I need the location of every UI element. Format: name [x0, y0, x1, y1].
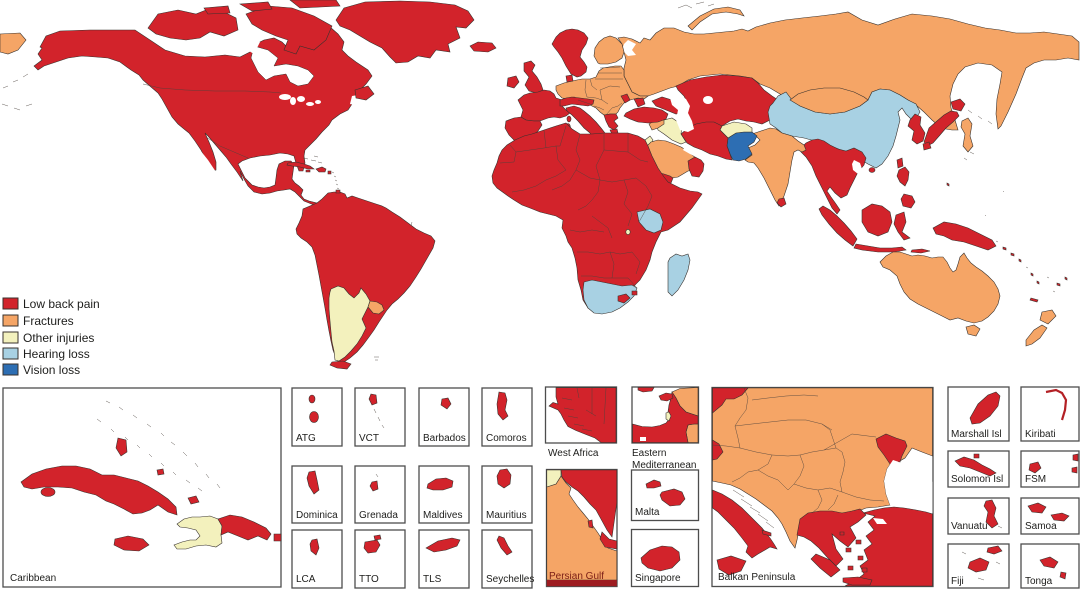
- svg-text:FSM: FSM: [1025, 474, 1046, 485]
- svg-text:Fractures: Fractures: [23, 314, 74, 328]
- svg-text:Mauritius: Mauritius: [486, 510, 527, 521]
- svg-text:Maldives: Maldives: [423, 510, 462, 521]
- svg-text:ATG: ATG: [296, 433, 316, 444]
- svg-text:Comoros: Comoros: [486, 433, 527, 444]
- svg-text:Kiribati: Kiribati: [1025, 429, 1056, 440]
- svg-text:Marshall Isl: Marshall Isl: [951, 429, 1002, 440]
- svg-text:Fiji: Fiji: [951, 576, 964, 587]
- svg-text:Balkan Peninsula: Balkan Peninsula: [718, 572, 796, 583]
- svg-text:Eastern: Eastern: [632, 448, 666, 459]
- svg-text:Samoa: Samoa: [1025, 521, 1057, 532]
- svg-text:Mediterranean: Mediterranean: [632, 460, 696, 471]
- svg-text:Barbados: Barbados: [423, 433, 466, 444]
- svg-text:Seychelles: Seychelles: [486, 574, 534, 585]
- svg-text:Low back pain: Low back pain: [23, 297, 100, 311]
- svg-text:Dominica: Dominica: [296, 510, 338, 521]
- svg-text:TLS: TLS: [423, 574, 442, 585]
- svg-text:West Africa: West Africa: [548, 448, 599, 459]
- svg-text:Vanuatu: Vanuatu: [951, 521, 988, 532]
- svg-text:Grenada: Grenada: [359, 510, 398, 521]
- svg-text:Singapore: Singapore: [635, 573, 681, 584]
- svg-text:Tonga: Tonga: [1025, 576, 1053, 587]
- svg-text:Caribbean: Caribbean: [10, 573, 56, 584]
- svg-text:Hearing loss: Hearing loss: [23, 347, 90, 361]
- svg-text:TTO: TTO: [359, 574, 379, 585]
- svg-text:Malta: Malta: [635, 507, 660, 518]
- svg-text:VCT: VCT: [359, 433, 379, 444]
- svg-text:Solomon Isl: Solomon Isl: [951, 474, 1003, 485]
- svg-text:LCA: LCA: [296, 574, 316, 585]
- svg-text:Other injuries: Other injuries: [23, 331, 94, 345]
- svg-text:Persian Gulf: Persian Gulf: [549, 571, 604, 582]
- svg-text:Vision loss: Vision loss: [23, 363, 80, 377]
